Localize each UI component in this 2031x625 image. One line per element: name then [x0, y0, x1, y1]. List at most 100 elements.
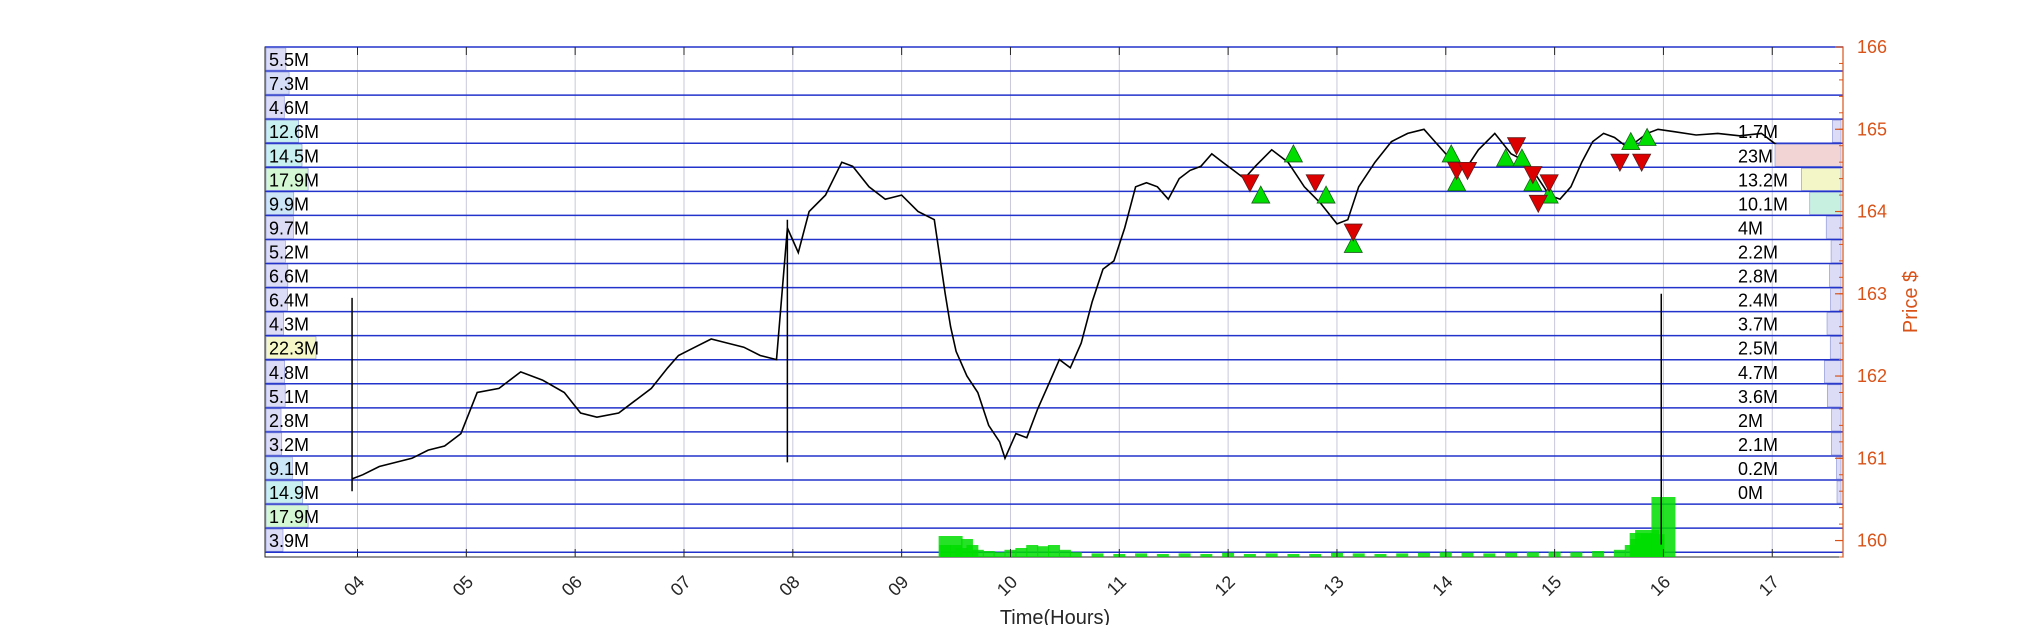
x-tick-label: 05	[449, 572, 477, 600]
volume-profile-label: 6.4M	[269, 291, 309, 311]
y-axis-label: Price $	[1900, 271, 1922, 333]
volume-profile-bar	[1830, 288, 1842, 311]
volume-bar	[1200, 554, 1213, 557]
volume-profile-label: 4.8M	[269, 363, 309, 383]
volume-profile-bar	[265, 384, 286, 408]
x-tick-label: 12	[1211, 572, 1239, 600]
x-tick-label: 14	[1428, 572, 1456, 600]
volume-bar	[993, 552, 1006, 557]
volume-bar	[1156, 554, 1169, 557]
volume-bar	[1651, 497, 1676, 557]
x-tick-label: 17	[1755, 572, 1783, 600]
y-tick-label: 160	[1857, 531, 1887, 551]
y-tick-label: 164	[1857, 202, 1887, 222]
volume-profile-bar	[1826, 384, 1842, 408]
volume-profile-bar	[265, 167, 309, 191]
volume-profile-bar	[265, 432, 283, 456]
volume-profile-label: 17.9M	[269, 170, 319, 190]
buy-marker	[1251, 185, 1271, 204]
volume-profile-bar	[265, 47, 287, 71]
volume-bar	[1287, 554, 1300, 557]
sell-marker	[1528, 194, 1548, 214]
x-tick-label: 11	[1103, 572, 1130, 599]
volume-bar	[1026, 545, 1039, 557]
volume-profile-label: 14.5M	[269, 146, 319, 166]
volume-bar	[1069, 552, 1082, 557]
volume-profile-label: 12.6M	[269, 122, 319, 142]
y-tick-label: 166	[1857, 37, 1887, 57]
x-tick-label: 15	[1537, 572, 1565, 600]
volume-bar	[1352, 553, 1365, 557]
volume-bar	[1058, 549, 1071, 557]
volume-profile-label: 0.2M	[1738, 459, 1778, 479]
volume-profile-label: 14.9M	[269, 483, 319, 503]
sell-marker	[1632, 153, 1652, 173]
volume-profile-bar	[1830, 240, 1842, 263]
volume-profile-bar	[1829, 264, 1842, 287]
volume-profile-bar	[1826, 312, 1842, 335]
x-tick-label: 08	[775, 572, 803, 600]
y-tick-label: 161	[1857, 448, 1887, 468]
vertical-grid	[357, 47, 1773, 557]
volume-bar	[1396, 553, 1409, 557]
volume-profile-label: 3.7M	[1738, 315, 1778, 335]
volume-profile-label: 5.2M	[269, 243, 309, 263]
x-tick-label: 04	[340, 572, 368, 600]
volume-profile-label: 3.9M	[269, 531, 309, 551]
volume-bar	[1015, 548, 1028, 557]
volume-profile-label: 2.2M	[1738, 243, 1778, 263]
y-tick-label: 165	[1857, 119, 1887, 139]
volume-profile-label: 7.3M	[269, 74, 309, 94]
buy-marker	[1441, 144, 1461, 163]
x-tick-label: 16	[1646, 572, 1674, 600]
volume-bar	[1461, 552, 1474, 557]
volume-bar	[1037, 546, 1050, 557]
buy-marker	[1637, 127, 1657, 146]
volume-profile-bar	[265, 336, 317, 360]
y-axis-right: 160 161 162 163 164 165 166	[1835, 37, 1887, 558]
volume-bar	[1570, 552, 1583, 557]
x-axis-label: Time(Hours)	[1000, 607, 1110, 625]
volume-profile-bar	[1824, 360, 1842, 384]
buy-marker	[1316, 185, 1336, 204]
volume-bar	[1135, 553, 1148, 557]
sell-marker	[1343, 223, 1363, 242]
volume-profile-label: 3.2M	[269, 435, 309, 455]
volume-profile-bar	[1801, 167, 1842, 191]
volume-bar	[1309, 554, 1322, 557]
y-tick-label: 162	[1857, 366, 1887, 386]
volume-profile-bar	[265, 95, 285, 119]
volume-bar	[1374, 554, 1387, 557]
plot-background	[264, 46, 1844, 558]
volume-profile-label: 23M	[1738, 146, 1773, 166]
volume-profile-bar	[1831, 432, 1842, 456]
volume-profile-label: 9.7M	[269, 218, 309, 238]
volume-profile-bar	[1831, 408, 1842, 432]
sell-marker	[1305, 174, 1325, 193]
x-tick-label: 10	[993, 572, 1021, 600]
volume-profile-bar	[265, 480, 304, 504]
volume-profile-bar	[265, 143, 303, 167]
volume-profile-bar	[265, 71, 290, 95]
volume-profile-bar	[265, 192, 295, 215]
volume-profile-left: 5.5M 7.3M 4.6M 12.6M 14.5M 17.9M 9.9M 9.7M 5.2M 6…	[265, 47, 319, 552]
volume-profile-label: 4.7M	[1738, 363, 1778, 383]
volume-profile-bar	[265, 504, 309, 528]
buy-marker	[1283, 144, 1304, 163]
volume-profile-bar	[1836, 480, 1842, 504]
buy-marker	[1621, 131, 1641, 150]
volume-bar	[1505, 552, 1518, 557]
volume-profile-bar	[1809, 192, 1842, 215]
y-tick-label: 163	[1857, 284, 1887, 304]
volume-profile-bar	[1832, 119, 1842, 143]
volume-profile-bar	[265, 312, 285, 335]
volume-profile-label: 4.6M	[269, 98, 309, 118]
buy-marker	[1512, 148, 1532, 167]
volume-profile-label: 5.1M	[269, 387, 309, 407]
volume-profile-label: 0M	[1738, 483, 1763, 503]
volume-profile-label: 9.1M	[269, 459, 309, 479]
volume-profile-label: 22.3M	[269, 339, 319, 359]
sell-marker	[1240, 174, 1260, 193]
volume-bar	[1048, 545, 1060, 557]
